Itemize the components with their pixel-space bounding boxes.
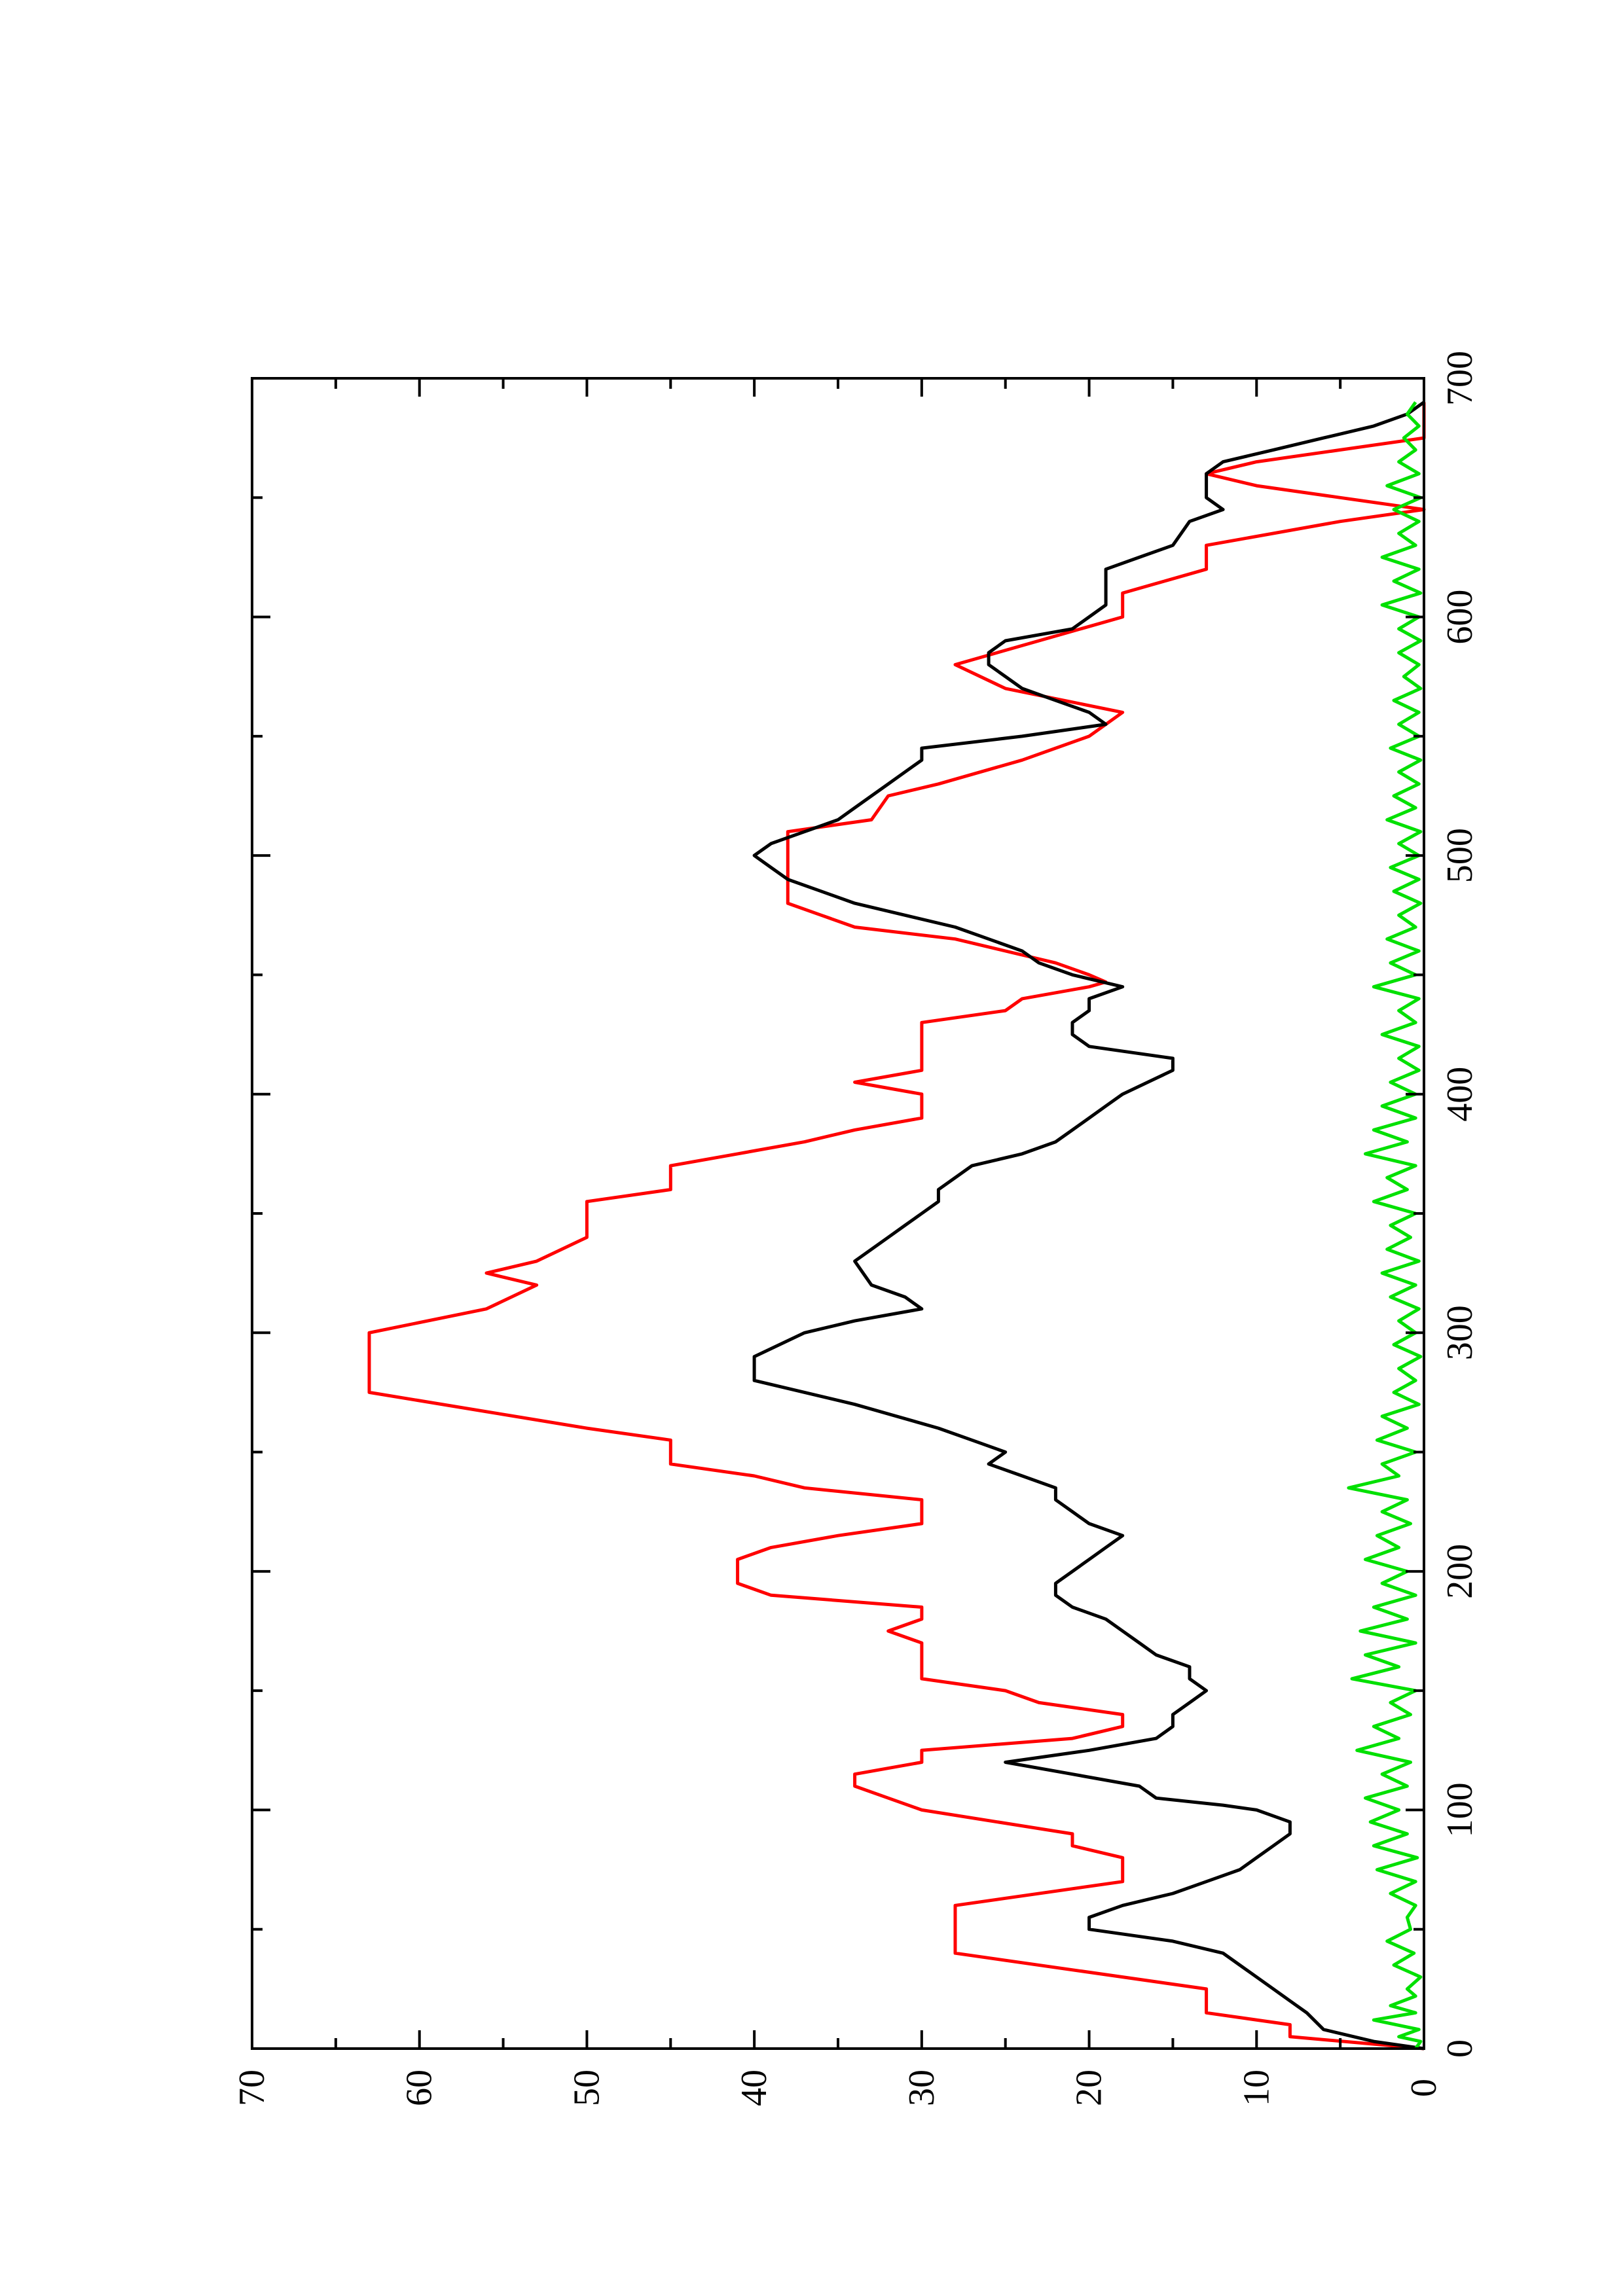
y-tick-label: 70 <box>232 2070 272 2106</box>
y-tick-label: 40 <box>734 2070 775 2106</box>
y-tick-label: 20 <box>1069 2070 1110 2106</box>
series-line-2 <box>752 401 1425 2051</box>
ticks-layer <box>251 377 1425 2050</box>
labels-layer: 0 100 200 300 400 500 600 700 0 10 20 30 40 50 60 70 <box>232 351 1480 2106</box>
series-line-1 <box>367 402 1426 2051</box>
x-tick-label: 400 <box>1440 1067 1480 1122</box>
x-tick-label: 700 <box>1440 351 1480 406</box>
y-tick-label: 0 <box>1404 2079 1444 2097</box>
y-tick-label: 30 <box>902 2070 942 2106</box>
y-tick-label: 60 <box>399 2070 440 2106</box>
x-tick-label: 100 <box>1440 1782 1480 1837</box>
series-layer <box>367 401 1426 2051</box>
y-tick-label: 50 <box>566 2070 607 2106</box>
x-tick-label: 600 <box>1440 590 1480 645</box>
x-tick-label: 200 <box>1440 1544 1480 1599</box>
x-tick-label: 0 <box>1440 2039 1480 2058</box>
x-tick-label: 300 <box>1440 1305 1480 1360</box>
x-tick-label: 500 <box>1440 828 1480 883</box>
series-line-3 <box>1347 401 1423 2050</box>
y-tick-label: 10 <box>1236 2070 1277 2106</box>
